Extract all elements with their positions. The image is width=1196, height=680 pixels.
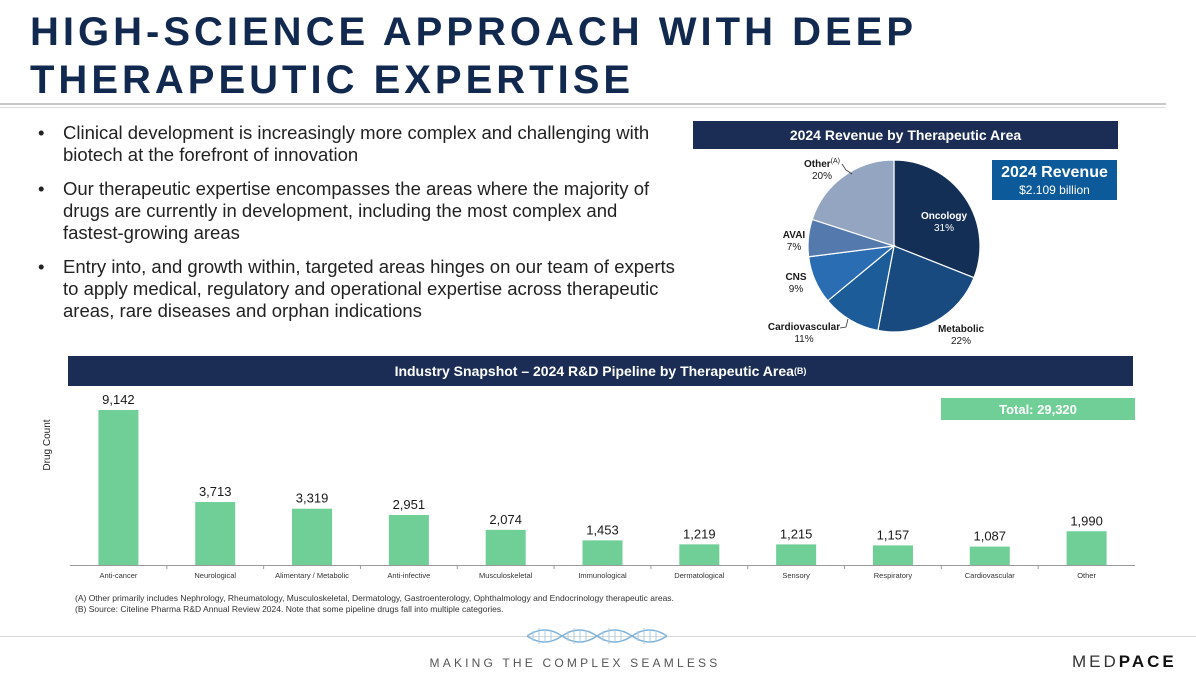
bullet-list: • Clinical development is increasingly mo… xyxy=(36,122,676,334)
pie-leader-line xyxy=(841,163,853,175)
pie-label-oncology: Oncology xyxy=(921,211,968,222)
x-tick-label: Anti-cancer xyxy=(99,571,137,580)
x-tick-label: Immunological xyxy=(578,571,627,580)
bar-dermatological xyxy=(679,544,720,565)
pie-value-avai: 7% xyxy=(787,242,802,253)
bar-value-label: 9,142 xyxy=(102,392,135,407)
bar-chart: 9,142 Anti-cancer 3,713 Neurological 3,319 Al… xyxy=(70,392,1135,580)
bar-value-label: 1,453 xyxy=(586,522,619,537)
revenue-box: 2024 Revenue $2.109 billion xyxy=(992,160,1117,200)
bar-immunological xyxy=(582,540,623,565)
pie-value-other: 20% xyxy=(812,171,832,182)
bullet-text: Clinical development is increasingly mor… xyxy=(63,122,650,165)
footnote-a: (A) Other primarily includes Nephrology,… xyxy=(75,593,674,603)
bar-value-label: 1,157 xyxy=(877,527,910,542)
tagline: MAKING THE COMPLEX SEAMLESS xyxy=(429,656,721,670)
page-title-line-2: THERAPEUTIC EXPERTISE xyxy=(30,58,635,102)
bar-chart-title-text: Industry Snapshot – 2024 R&D Pipeline by… xyxy=(394,363,794,379)
title-divider xyxy=(0,103,1166,105)
x-tick-label: Other xyxy=(1077,571,1096,580)
x-tick-label: Neurological xyxy=(194,571,236,580)
x-tick-label: Musculoskeletal xyxy=(479,571,533,580)
bar-value-label: 1,219 xyxy=(683,526,716,541)
pie-value-cns: 9% xyxy=(789,284,804,295)
bullet-dot: • xyxy=(38,256,45,277)
bar-value-label: 2,951 xyxy=(393,497,426,512)
pie-slice-oncology xyxy=(893,159,981,279)
bullet-item: • Entry into, and growth within, targeted… xyxy=(36,256,676,322)
bullet-dot: • xyxy=(38,122,45,143)
x-tick-label: Cardiovascular xyxy=(965,571,1016,580)
bar-value-label: 1,990 xyxy=(1070,513,1103,528)
bar-anti-cancer xyxy=(98,410,139,565)
revenue-box-title: 2024 Revenue xyxy=(1001,164,1108,181)
pie-label-cardiovascular: Cardiovascular xyxy=(768,322,840,333)
bar-anti-infective xyxy=(388,514,429,565)
pie-slice-other xyxy=(811,159,895,247)
bar-value-label: 1,215 xyxy=(780,526,813,541)
pie-value-cardiovascular: 11% xyxy=(794,334,813,345)
bullet-text: Entry into, and growth within, targeted … xyxy=(63,256,675,321)
bullet-text: Our therapeutic expertise encompasses th… xyxy=(63,178,650,243)
pie-value-metabolic: 22% xyxy=(951,336,971,347)
pie-label-cns: CNS xyxy=(785,272,806,283)
bar-other xyxy=(1066,531,1107,565)
bullet-dot: • xyxy=(38,178,45,199)
x-tick-label: Alimentary / Metabolic xyxy=(275,571,349,580)
title-divider-thin xyxy=(0,107,1166,108)
bullet-item: • Our therapeutic expertise encompasses t… xyxy=(36,178,676,244)
x-tick-label: Sensory xyxy=(782,571,810,580)
pie-label-avai: AVAI xyxy=(783,230,806,241)
bar-chart-title-footnote: (B) xyxy=(793,366,807,376)
bar-sensory xyxy=(776,544,817,565)
logo-text-2: PACE xyxy=(1118,652,1177,671)
logo-text-1: MED xyxy=(1072,652,1119,671)
bar-respiratory xyxy=(872,545,913,565)
bar-cardiovascular xyxy=(969,546,1010,565)
pie-label-footnote: (A) xyxy=(831,158,840,165)
pie-slice-metabolic xyxy=(877,245,975,333)
page-title: HIGH-SCIENCE APPROACH WITH DEEP THERAPEU… xyxy=(30,8,930,104)
bar-chart-title: Industry Snapshot – 2024 R&D Pipeline by… xyxy=(68,356,1133,386)
page-title-line-1: HIGH-SCIENCE APPROACH WITH DEEP xyxy=(30,10,918,54)
pie-label-metabolic: Metabolic xyxy=(938,324,985,335)
pie-leader-line xyxy=(839,318,849,329)
pie-value-oncology: 31% xyxy=(934,223,954,234)
dna-helix-icon xyxy=(527,628,667,644)
footnote-b: (B) Source: Citeline Pharma R&D Annual R… xyxy=(75,604,504,614)
x-tick-label: Respiratory xyxy=(874,571,913,580)
total-badge: Total: 29,320 xyxy=(941,398,1135,420)
x-tick-label: Dermatological xyxy=(674,571,724,580)
footnotes: (A) Other primarily includes Nephrology,… xyxy=(75,593,674,615)
revenue-box-value: $2.109 billion xyxy=(1019,183,1090,197)
medpace-logo: MEDPACE xyxy=(1072,652,1177,672)
bar-value-label: 1,087 xyxy=(973,529,1006,544)
bullet-item: • Clinical development is increasingly mo… xyxy=(36,122,676,166)
bar-value-label: 3,713 xyxy=(199,484,232,499)
bar-musculoskeletal xyxy=(485,529,526,565)
bar-value-label: 2,074 xyxy=(489,512,522,527)
bar-value-label: 3,319 xyxy=(296,491,329,506)
bar-alimentary-metabolic xyxy=(292,508,333,565)
x-tick-label: Anti-infective xyxy=(387,571,430,580)
pie-chart-title: 2024 Revenue by Therapeutic Area xyxy=(693,121,1118,149)
bar-neurological xyxy=(195,502,236,565)
